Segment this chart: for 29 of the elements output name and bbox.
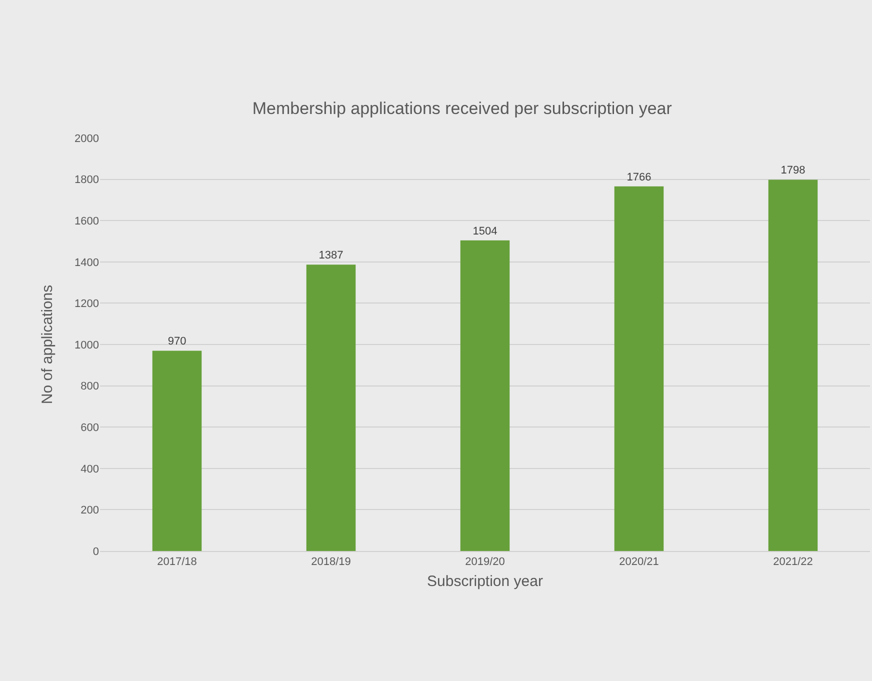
y-tick-label: 1200	[74, 298, 99, 310]
x-axis-title: Subscription year	[427, 573, 543, 590]
x-tick-label: 2018/19	[311, 556, 351, 568]
y-tick-label: 600	[80, 422, 99, 434]
chart-title: Membership applications received per subscription year	[252, 98, 672, 118]
y-tick-label: 1400	[74, 256, 99, 269]
y-tick-label: 800	[80, 380, 99, 393]
bar	[152, 350, 202, 551]
y-tick-label: 0	[92, 546, 99, 558]
data-label: 1387	[318, 250, 344, 262]
x-tick-label: 2021/22	[773, 556, 813, 568]
bar	[614, 186, 664, 551]
x-tick-label: 2017/18	[157, 556, 197, 568]
data-label: 970	[168, 336, 186, 348]
y-tick-label: 1000	[74, 339, 99, 352]
y-tick-label: 1800	[74, 174, 99, 186]
y-tick-label: 200	[80, 504, 99, 517]
y-tick-label: 1600	[74, 215, 99, 228]
bar	[460, 240, 510, 551]
bar	[768, 180, 818, 551]
y-tick-label: 2000	[74, 132, 99, 145]
y-axis-title: No of applications	[38, 284, 56, 404]
data-label: 1766	[626, 171, 652, 184]
x-tick-label: 2019/20	[465, 556, 505, 568]
data-label: 1798	[780, 164, 806, 177]
x-tick-label: 2020/21	[619, 556, 659, 568]
bar	[306, 264, 356, 551]
data-label: 1504	[472, 225, 498, 238]
y-tick-label: 400	[80, 463, 99, 476]
